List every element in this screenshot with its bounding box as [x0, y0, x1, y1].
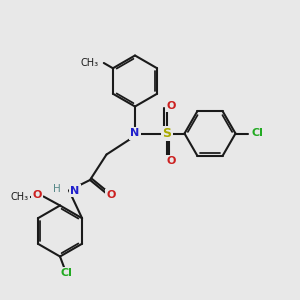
Text: Cl: Cl [60, 268, 72, 278]
Text: O: O [166, 100, 176, 111]
Text: CH₃: CH₃ [11, 191, 28, 202]
Text: N: N [70, 185, 80, 196]
Text: Cl: Cl [252, 128, 264, 139]
Text: S: S [163, 127, 172, 140]
Text: H: H [53, 184, 61, 194]
Text: O: O [166, 156, 176, 167]
Text: O: O [106, 190, 116, 200]
Text: O: O [33, 190, 42, 200]
Text: N: N [130, 128, 140, 139]
Text: CH₃: CH₃ [80, 58, 98, 68]
